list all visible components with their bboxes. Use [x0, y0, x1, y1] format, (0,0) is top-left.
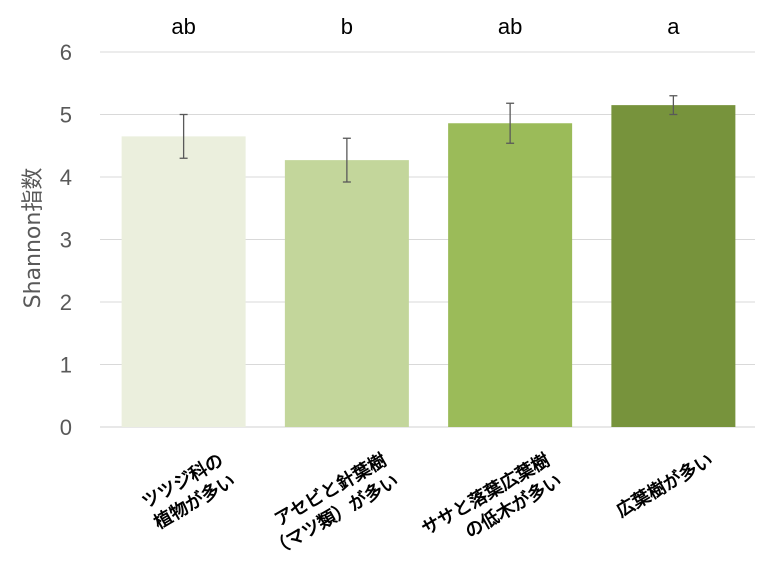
bar: [284, 160, 409, 427]
significance-letter: ab: [498, 14, 522, 39]
y-axis-ticks: 0 1 2 3 4 5 6: [60, 40, 72, 440]
x-category-label: ササと落葉広葉樹の低木が多い: [418, 449, 566, 561]
significance-letter: a: [667, 14, 680, 39]
x-axis-category-labels: ツツジ科の植物が多い アセビと針葉樹（マツ類）が多い ササと落葉広葉樹の低木が多い広…: [138, 449, 717, 561]
significance-letter: ab: [171, 14, 195, 39]
bar: [448, 123, 573, 427]
error-bar: [179, 113, 188, 159]
y-tick-label: 4: [60, 165, 72, 190]
significance-letter: b: [341, 14, 353, 39]
y-tick-label: 3: [60, 228, 72, 253]
y-tick-label: 6: [60, 40, 72, 65]
y-tick-label: 5: [60, 103, 72, 128]
y-tick-label: 0: [60, 415, 72, 440]
significance-labels: ab b ab a: [171, 14, 680, 39]
x-category-label: ツツジ科の植物が多い: [138, 449, 239, 534]
bar: [611, 105, 736, 427]
error-bars: [179, 95, 678, 183]
error-bar: [669, 95, 678, 116]
x-category-label: アセビと針葉樹（マツ類）が多い: [255, 449, 403, 561]
x-category-label: 広葉樹が多い: [612, 449, 717, 522]
bars: [121, 105, 736, 427]
bar: [121, 136, 246, 427]
error-bar: [506, 102, 515, 144]
y-tick-label: 1: [60, 353, 72, 378]
y-axis-title: Shannon指数: [21, 168, 46, 309]
error-bar: [342, 137, 351, 183]
y-tick-label: 2: [60, 290, 72, 315]
